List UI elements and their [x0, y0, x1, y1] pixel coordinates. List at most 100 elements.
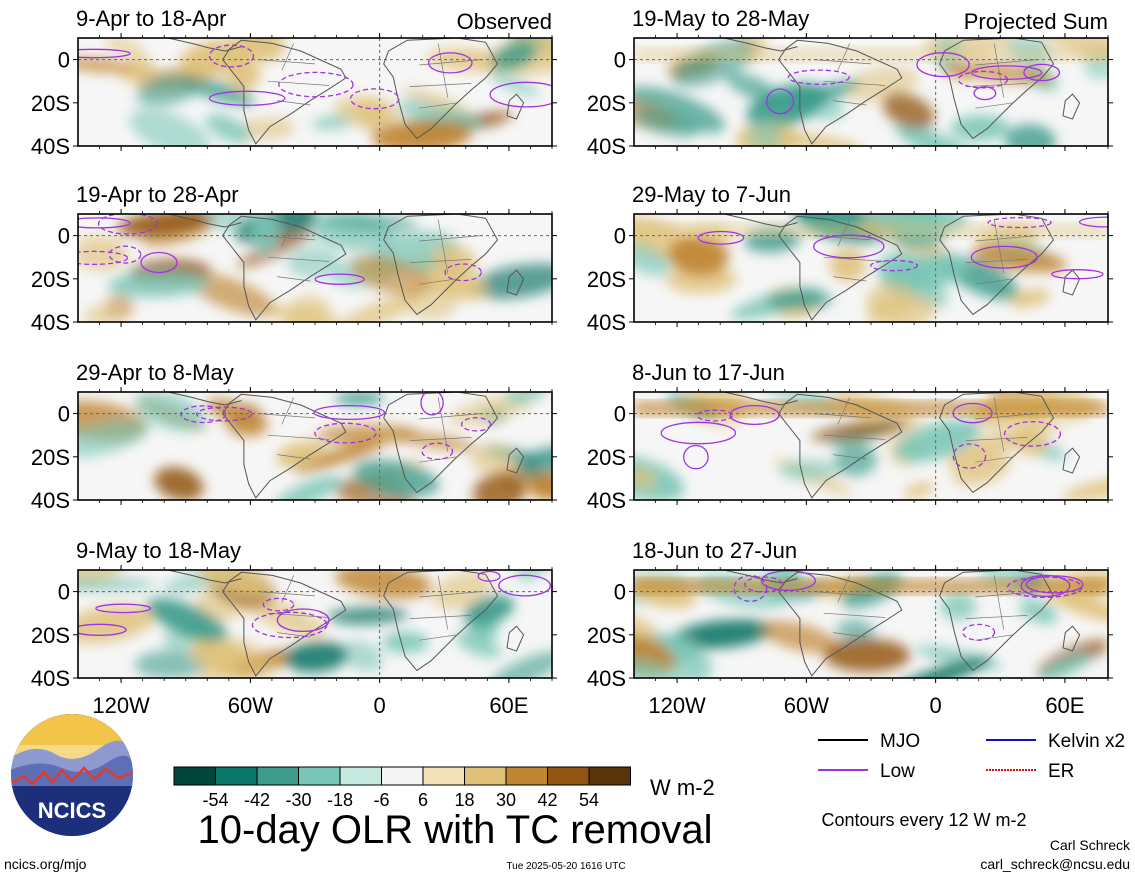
panel-period-title: 18-Jun to 27-Jun	[632, 538, 797, 563]
south-america-outline	[221, 393, 347, 499]
madagascar-outline	[506, 93, 525, 120]
africa-outline	[939, 214, 1055, 316]
colorbar-tick-label: 30	[496, 790, 516, 810]
y-tick-label: 0	[58, 224, 70, 249]
contour-note: Contours every 12 W m-2	[821, 810, 1026, 830]
colorbar-swatch	[588, 766, 631, 786]
madagascar-outline	[506, 447, 525, 474]
column-label: Projected Sum	[964, 9, 1108, 34]
panel-projected-4: 0 20S 40S 18-Jun to 27-Jun	[587, 538, 1113, 691]
panel-period-title: 19-Apr to 28-Apr	[76, 182, 239, 207]
africa-outline	[383, 38, 499, 140]
africa-outline	[939, 38, 1055, 140]
ncics-logo: NCICS	[11, 714, 133, 836]
africa-outline	[383, 214, 499, 316]
colorbar-tick-label: -42	[244, 790, 270, 810]
south-america-outline	[777, 215, 903, 321]
y-tick-label: 20S	[31, 623, 70, 648]
africa-outline	[383, 392, 499, 494]
colorbar-tick-label: -54	[202, 790, 228, 810]
panel-observed-1: 0 20S 40S 9-Apr to 18-Apr Observed	[31, 6, 557, 159]
x-tick-label: 0	[929, 693, 941, 718]
panel-period-title: 9-Apr to 18-Apr	[76, 6, 226, 31]
panel-observed-4: 0 20S 40S 9-May to 18-May	[31, 538, 557, 691]
panel-projected-1: 0 20S 40S 19-May to 28-May Projected Sum	[587, 6, 1113, 159]
y-tick-label: 20S	[587, 623, 626, 648]
south-america-outline	[777, 39, 903, 145]
y-tick-label: 40S	[587, 488, 626, 513]
y-tick-label: 20S	[31, 91, 70, 116]
y-tick-label: 20S	[31, 445, 70, 470]
footer-timestamp: Tue 2025-05-20 1616 UTC	[506, 861, 625, 872]
legend-item-mjo: MJO	[818, 731, 920, 752]
south-america-outline	[221, 571, 347, 677]
south-america-outline	[221, 215, 347, 321]
x-tick-label: 60E	[1045, 693, 1084, 718]
legend-item-kelvin-x2: Kelvin x2	[986, 731, 1125, 752]
y-tick-label: 0	[58, 580, 70, 605]
panel-period-title: 29-Apr to 8-May	[76, 360, 234, 385]
legend-label: Kelvin x2	[1048, 731, 1125, 752]
y-tick-label: 0	[58, 48, 70, 73]
south-america-outline	[777, 571, 903, 677]
panel-projected-3: 0 20S 40S 8-Jun to 17-Jun	[587, 360, 1113, 513]
colorbar-swatch	[256, 766, 299, 786]
south-america-outline	[777, 393, 903, 499]
legend-label: MJO	[880, 731, 920, 752]
colorbar-swatch	[505, 766, 548, 786]
colorbar: -54 -42 -30 -18 -6 6 18 30 42 54	[173, 766, 631, 810]
colorbar-tick-label: 18	[454, 790, 474, 810]
colorbar-swatch	[173, 766, 216, 786]
y-tick-label: 20S	[587, 445, 626, 470]
panel-period-title: 29-May to 7-Jun	[632, 182, 791, 207]
x-tick-label: 120W	[648, 693, 706, 718]
figure-title: 10-day OLR with TC removal	[198, 808, 713, 852]
footer-url: ncics.org/mjo	[4, 856, 87, 872]
colorbar-tick-label: 42	[537, 790, 557, 810]
y-tick-label: 0	[614, 224, 626, 249]
column-label: Observed	[457, 9, 552, 34]
y-tick-label: 40S	[31, 134, 70, 159]
y-tick-label: 40S	[31, 488, 70, 513]
colorbar-swatch	[339, 766, 382, 786]
colorbar-swatch	[422, 766, 465, 786]
panel-observed-2: 0 20S 40S 19-Apr to 28-Apr	[31, 182, 557, 335]
panel-period-title: 8-Jun to 17-Jun	[632, 360, 785, 385]
y-tick-label: 20S	[587, 267, 626, 292]
y-tick-label: 0	[614, 580, 626, 605]
x-tick-label: 120W	[92, 693, 150, 718]
y-tick-label: 40S	[587, 134, 626, 159]
panel-period-title: 19-May to 28-May	[632, 6, 809, 31]
x-tick-label: 60W	[228, 693, 273, 718]
colorbar-swatch	[298, 766, 341, 786]
colorbar-tick-label: -30	[285, 790, 311, 810]
y-tick-label: 20S	[31, 267, 70, 292]
panel-projected-2: 0 20S 40S 29-May to 7-Jun	[587, 182, 1113, 335]
legend-item-low: Low	[818, 761, 915, 782]
madagascar-outline	[506, 625, 525, 652]
y-tick-label: 40S	[31, 310, 70, 335]
africa-outline	[939, 570, 1055, 672]
colorbar-tick-label: 6	[418, 790, 428, 810]
madagascar-outline	[1062, 269, 1081, 296]
colorbar-swatch	[547, 766, 590, 786]
x-tick-label: 0	[373, 693, 385, 718]
madagascar-outline	[1062, 447, 1081, 474]
panel-observed-3: 0 20S 40S 29-Apr to 8-May	[31, 360, 557, 513]
colorbar-tick-label: 54	[579, 790, 599, 810]
africa-outline	[939, 392, 1055, 494]
y-tick-label: 0	[58, 402, 70, 427]
colorbar-tick-label: -6	[373, 790, 389, 810]
footer-email: carl_schreck@ncsu.edu	[980, 856, 1130, 872]
colorbar-swatch	[464, 766, 507, 786]
madagascar-outline	[1062, 93, 1081, 120]
y-tick-label: 40S	[31, 666, 70, 691]
madagascar-outline	[1062, 625, 1081, 652]
colorbar-swatch	[215, 766, 258, 786]
axes-layer: 120W 60W 0 60E 120W 60W 0 60E	[92, 693, 1084, 718]
logo-text: NCICS	[38, 798, 106, 823]
y-tick-label: 20S	[587, 91, 626, 116]
y-tick-label: 40S	[587, 310, 626, 335]
